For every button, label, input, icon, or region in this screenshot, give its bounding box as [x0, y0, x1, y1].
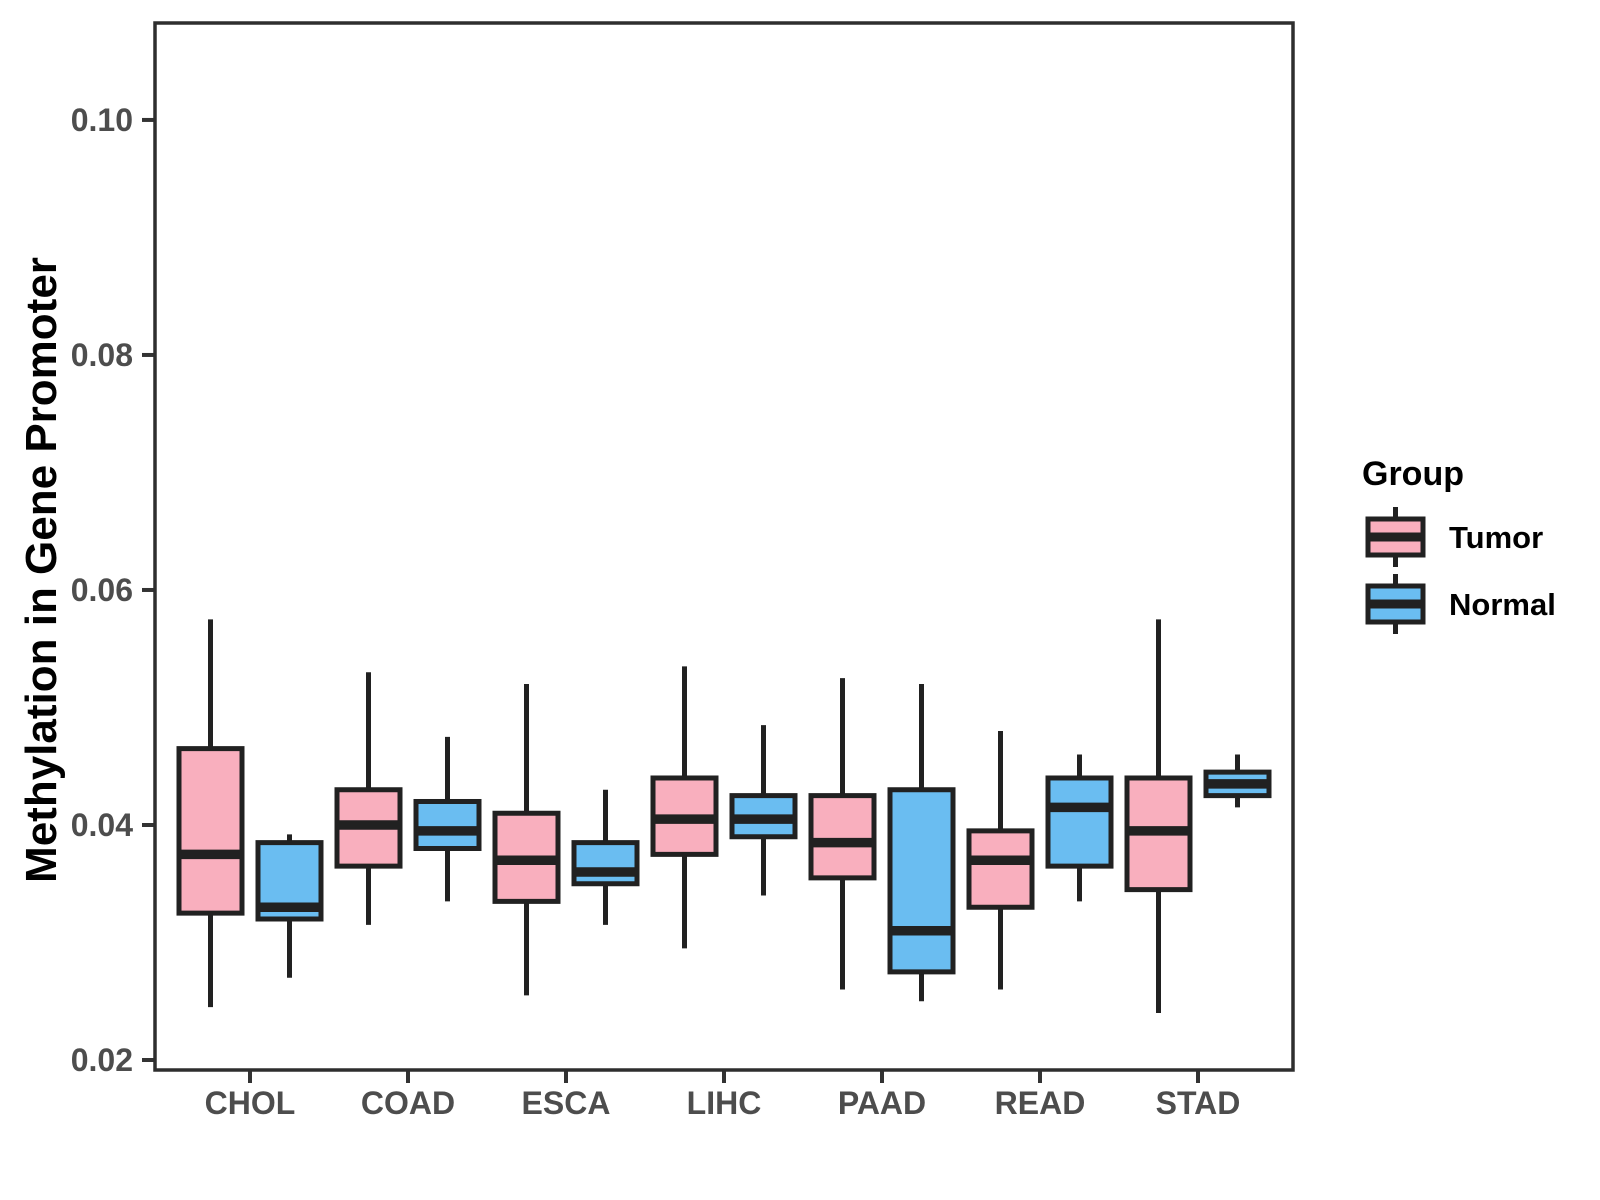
box-ESCA-Normal: [571, 840, 640, 887]
x-tick-label: ESCA: [522, 1085, 611, 1121]
x-tick-label: CHOL: [205, 1085, 296, 1121]
box-CHOL-Tumor: [176, 746, 245, 916]
chart-layer: 0.02 0.04 0.06 0.08 0.10 CHOL COAD ESCA LIHC PAAD…: [71, 21, 1295, 1121]
x-tick-label: READ: [995, 1085, 1086, 1121]
box-READ-Tumor: [966, 828, 1035, 910]
box-READ-Normal: [1045, 775, 1114, 869]
y-tick-label: 0.06: [71, 572, 133, 608]
x-tick-label: LIHC: [687, 1085, 762, 1121]
x-tick-label: STAD: [1156, 1085, 1241, 1121]
y-tick-label: 0.02: [71, 1042, 133, 1078]
panel-border: [153, 21, 1295, 1072]
y-tick-label: 0.08: [71, 337, 133, 373]
box-PAAD-Tumor: [808, 793, 877, 881]
y-tick-label: 0.04: [71, 807, 133, 843]
legend-title: Group: [1362, 455, 1464, 493]
box-PAAD-Normal: [887, 787, 956, 975]
box-COAD-Normal: [413, 798, 482, 851]
legend-entry-normal: Normal: [1365, 574, 1556, 634]
x-tick-label: PAAD: [838, 1085, 926, 1121]
legend-entry-tumor: Tumor: [1365, 507, 1543, 567]
legend-label-normal: Normal: [1449, 587, 1556, 622]
x-tick-label: COAD: [361, 1085, 455, 1121]
legend-label-tumor: Tumor: [1449, 520, 1543, 555]
y-axis-title: Methylation in Gene Promoter: [17, 257, 66, 883]
legend: Group Tumor Normal: [1362, 455, 1556, 634]
y-tick-label: 0.10: [71, 102, 133, 138]
